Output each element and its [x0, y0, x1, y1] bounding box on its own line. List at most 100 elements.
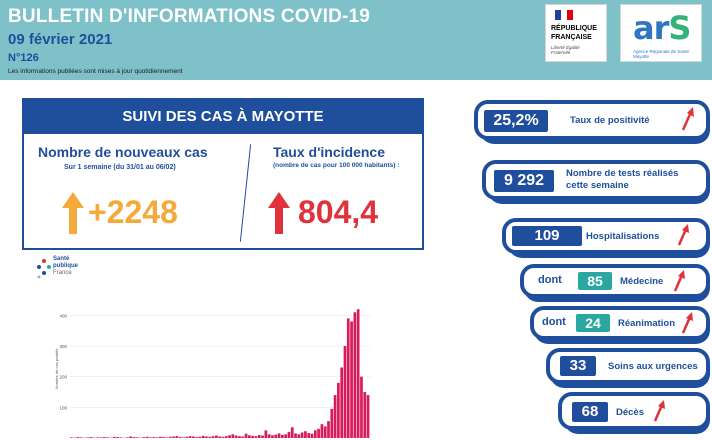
chart-bar [366, 395, 370, 438]
chart-bar [323, 426, 327, 438]
chart-bar [327, 421, 330, 438]
chart-bar [198, 436, 202, 438]
chart-bar [188, 436, 192, 438]
chart-bar [178, 437, 182, 438]
medecine-prefix: dont [538, 274, 562, 286]
chart-bar [353, 312, 357, 438]
chart-bar [96, 437, 100, 438]
chart-bar [201, 435, 205, 438]
chart-bar [304, 431, 307, 438]
chart-bar [182, 437, 185, 438]
chart-bar [165, 437, 169, 438]
update-note: Les informations publiées sont mises à j… [8, 68, 183, 75]
chart-bar [340, 367, 344, 438]
trend-up-icon [681, 312, 693, 334]
bulletin-title: BULLETIN D'INFORMATIONS COVID-19 [8, 6, 371, 27]
incidence-value: 804,4 [298, 194, 379, 230]
reanimation-value: 24 [576, 314, 610, 332]
chart-bar [254, 436, 258, 438]
chart-bar [251, 435, 255, 438]
y-tick-label: 200 [59, 375, 67, 380]
chart-bar [271, 435, 274, 438]
reanimation-label: Réanimation [618, 318, 676, 329]
tests-label-line1: Nombre de tests réalisés [566, 168, 679, 179]
chart-bar [274, 434, 278, 438]
chart-bar [211, 436, 215, 438]
chart-bar [277, 433, 281, 438]
bulletin-number: N°126 [8, 52, 39, 64]
chart-bar [195, 437, 198, 438]
sante-publique-france-logo: Santé publique France [36, 256, 106, 286]
chart-bar [79, 437, 83, 438]
chart-bar [228, 435, 231, 438]
incidence-title: Taux d'incidence [273, 144, 385, 160]
y-axis-label: Nombre de cas positifs [54, 349, 59, 390]
chart-bar [234, 435, 238, 438]
chart-bar [290, 427, 294, 438]
urgences-indicator: 33 Soins aux urgences [546, 348, 710, 384]
chart-bar [330, 408, 334, 438]
chart-bar [350, 321, 353, 438]
chart-bar [313, 430, 317, 438]
chart-bar [168, 436, 172, 438]
chart-bar [86, 437, 90, 438]
new-cases-value: +2248 [88, 194, 178, 230]
chart-bar [152, 437, 156, 438]
chart-bar [116, 437, 119, 438]
positivity-indicator: 25,2% Taux de positivité [474, 100, 710, 140]
reanimation-prefix: dont [542, 316, 566, 328]
chart-bar [162, 437, 166, 438]
y-tick-label: 100 [59, 405, 67, 410]
incidence-subtitle: (nombre de cas pour 100 000 habitants) : [273, 162, 400, 169]
chart-bar [102, 437, 106, 438]
chart-bar [119, 437, 123, 438]
chart-bar [215, 435, 218, 438]
arrow-up-icon [268, 192, 290, 234]
trend-up-icon [653, 400, 665, 422]
chart-bar [185, 436, 189, 438]
chart-bar [191, 436, 195, 438]
chart-bar [343, 346, 347, 438]
chart-bar [333, 395, 337, 438]
medecine-value: 85 [578, 272, 612, 290]
chart-bar [129, 436, 133, 438]
chart-bar [360, 376, 363, 438]
arrow-up-icon [62, 192, 84, 234]
chart-bar [135, 437, 139, 438]
chart-bar [297, 434, 301, 438]
chart-bar [267, 434, 271, 438]
chart-bar [356, 309, 360, 438]
chart-bar [89, 437, 93, 438]
tests-value: 9 292 [494, 170, 554, 192]
chart-bar [231, 434, 235, 438]
reanimation-indicator: dont 24 Réanimation [530, 306, 710, 340]
hospitalisations-label: Hospitalisations [586, 231, 660, 242]
french-flag-icon [555, 10, 573, 20]
chart-bar [244, 433, 248, 438]
chart-bar [106, 437, 109, 438]
ars-logo: arS Agence Régionale de Santé Mayotte [620, 4, 702, 62]
cases-panel: SUIVI DES CAS À MAYOTTE Nombre de nouvea… [22, 98, 424, 250]
positivity-value: 25,2% [484, 110, 548, 132]
chart-bar [99, 437, 103, 438]
chart-bar [241, 436, 245, 438]
chart-bar [126, 437, 129, 438]
chart-bar [149, 437, 152, 438]
deces-indicator: 68 Décès [558, 392, 710, 430]
tests-indicator: 9 292 Nombre de tests réalisés cette sem… [482, 160, 710, 200]
positivity-label: Taux de positivité [570, 115, 650, 126]
chart-bar [132, 437, 136, 438]
chart-bar [221, 436, 225, 438]
chart-bar [145, 436, 149, 438]
trend-up-icon [681, 107, 694, 131]
chart-bar [205, 436, 208, 438]
chart-bar [261, 435, 264, 438]
tests-label-line2: cette semaine [566, 180, 629, 191]
hospitalisations-value: 109 [512, 226, 582, 246]
chart-bar [112, 436, 116, 438]
chart-bar [155, 437, 159, 438]
trend-up-icon [673, 270, 685, 292]
urgences-value: 33 [560, 356, 596, 376]
chart-bar [172, 436, 175, 438]
